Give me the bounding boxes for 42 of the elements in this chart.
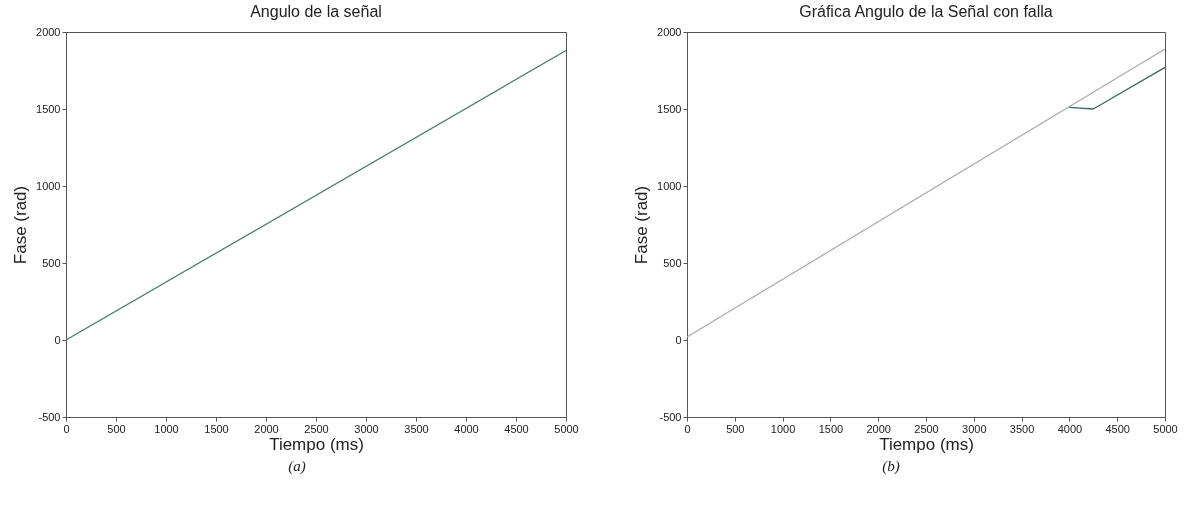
- x-tick-label: 500: [107, 422, 126, 435]
- x-tick-label: 5000: [1153, 422, 1178, 435]
- text: (a): [288, 458, 306, 475]
- x-tick-label: 4500: [1105, 422, 1130, 435]
- text: (b): [882, 458, 900, 475]
- x-tick-label: 1500: [818, 422, 844, 435]
- y-tick-label: 0: [675, 333, 682, 346]
- x-tick-label: 3500: [1009, 422, 1035, 435]
- x-axis-title: Tiempo (ms): [269, 434, 364, 454]
- y-tick-label: 1500: [36, 102, 61, 115]
- y-tick-label: 2000: [657, 25, 682, 38]
- x-tick-label: 3000: [962, 422, 987, 435]
- x-tick-label: 1500: [204, 422, 229, 435]
- x-tick-label: 2000: [254, 422, 279, 435]
- x-tick-label: 1000: [770, 422, 796, 435]
- x-tick-label: 5000: [554, 422, 579, 435]
- x-tick-label: 1000: [154, 422, 179, 435]
- y-tick-label: 0: [54, 333, 61, 346]
- x-tick-label: 2500: [304, 422, 329, 435]
- y-tick-label: 500: [42, 256, 61, 269]
- x-tick-label: 2500: [914, 422, 939, 435]
- y-tick-label: -500: [38, 410, 61, 423]
- x-tick-label: 2000: [866, 422, 891, 435]
- y-tick-label: 1000: [36, 179, 61, 192]
- x-tick-label: 4500: [504, 422, 529, 435]
- x-tick-label: 3500: [404, 422, 429, 435]
- y-tick-label: 2000: [36, 25, 61, 38]
- x-tick-label: 500: [726, 422, 745, 435]
- chart-title: Gráfica Angulo de la Señal con falla: [799, 3, 1053, 20]
- y-axis-title: Fase (rad): [11, 185, 31, 265]
- x-tick-label: 0: [63, 422, 70, 435]
- y-tick-label: 1500: [657, 102, 682, 115]
- chart-title: Angulo de la señal: [250, 3, 382, 20]
- y-tick-label: -500: [659, 410, 682, 423]
- y-tick-label: 1000: [657, 179, 682, 192]
- x-tick-label: 3000: [354, 422, 379, 435]
- x-tick-label: 4000: [454, 422, 479, 435]
- y-tick-label: 500: [663, 256, 682, 269]
- x-tick-label: 4000: [1057, 422, 1083, 435]
- x-axis-title: Tiempo (ms): [879, 434, 974, 454]
- x-tick-label: 0: [684, 422, 691, 435]
- y-axis-title: Fase (rad): [632, 185, 652, 265]
